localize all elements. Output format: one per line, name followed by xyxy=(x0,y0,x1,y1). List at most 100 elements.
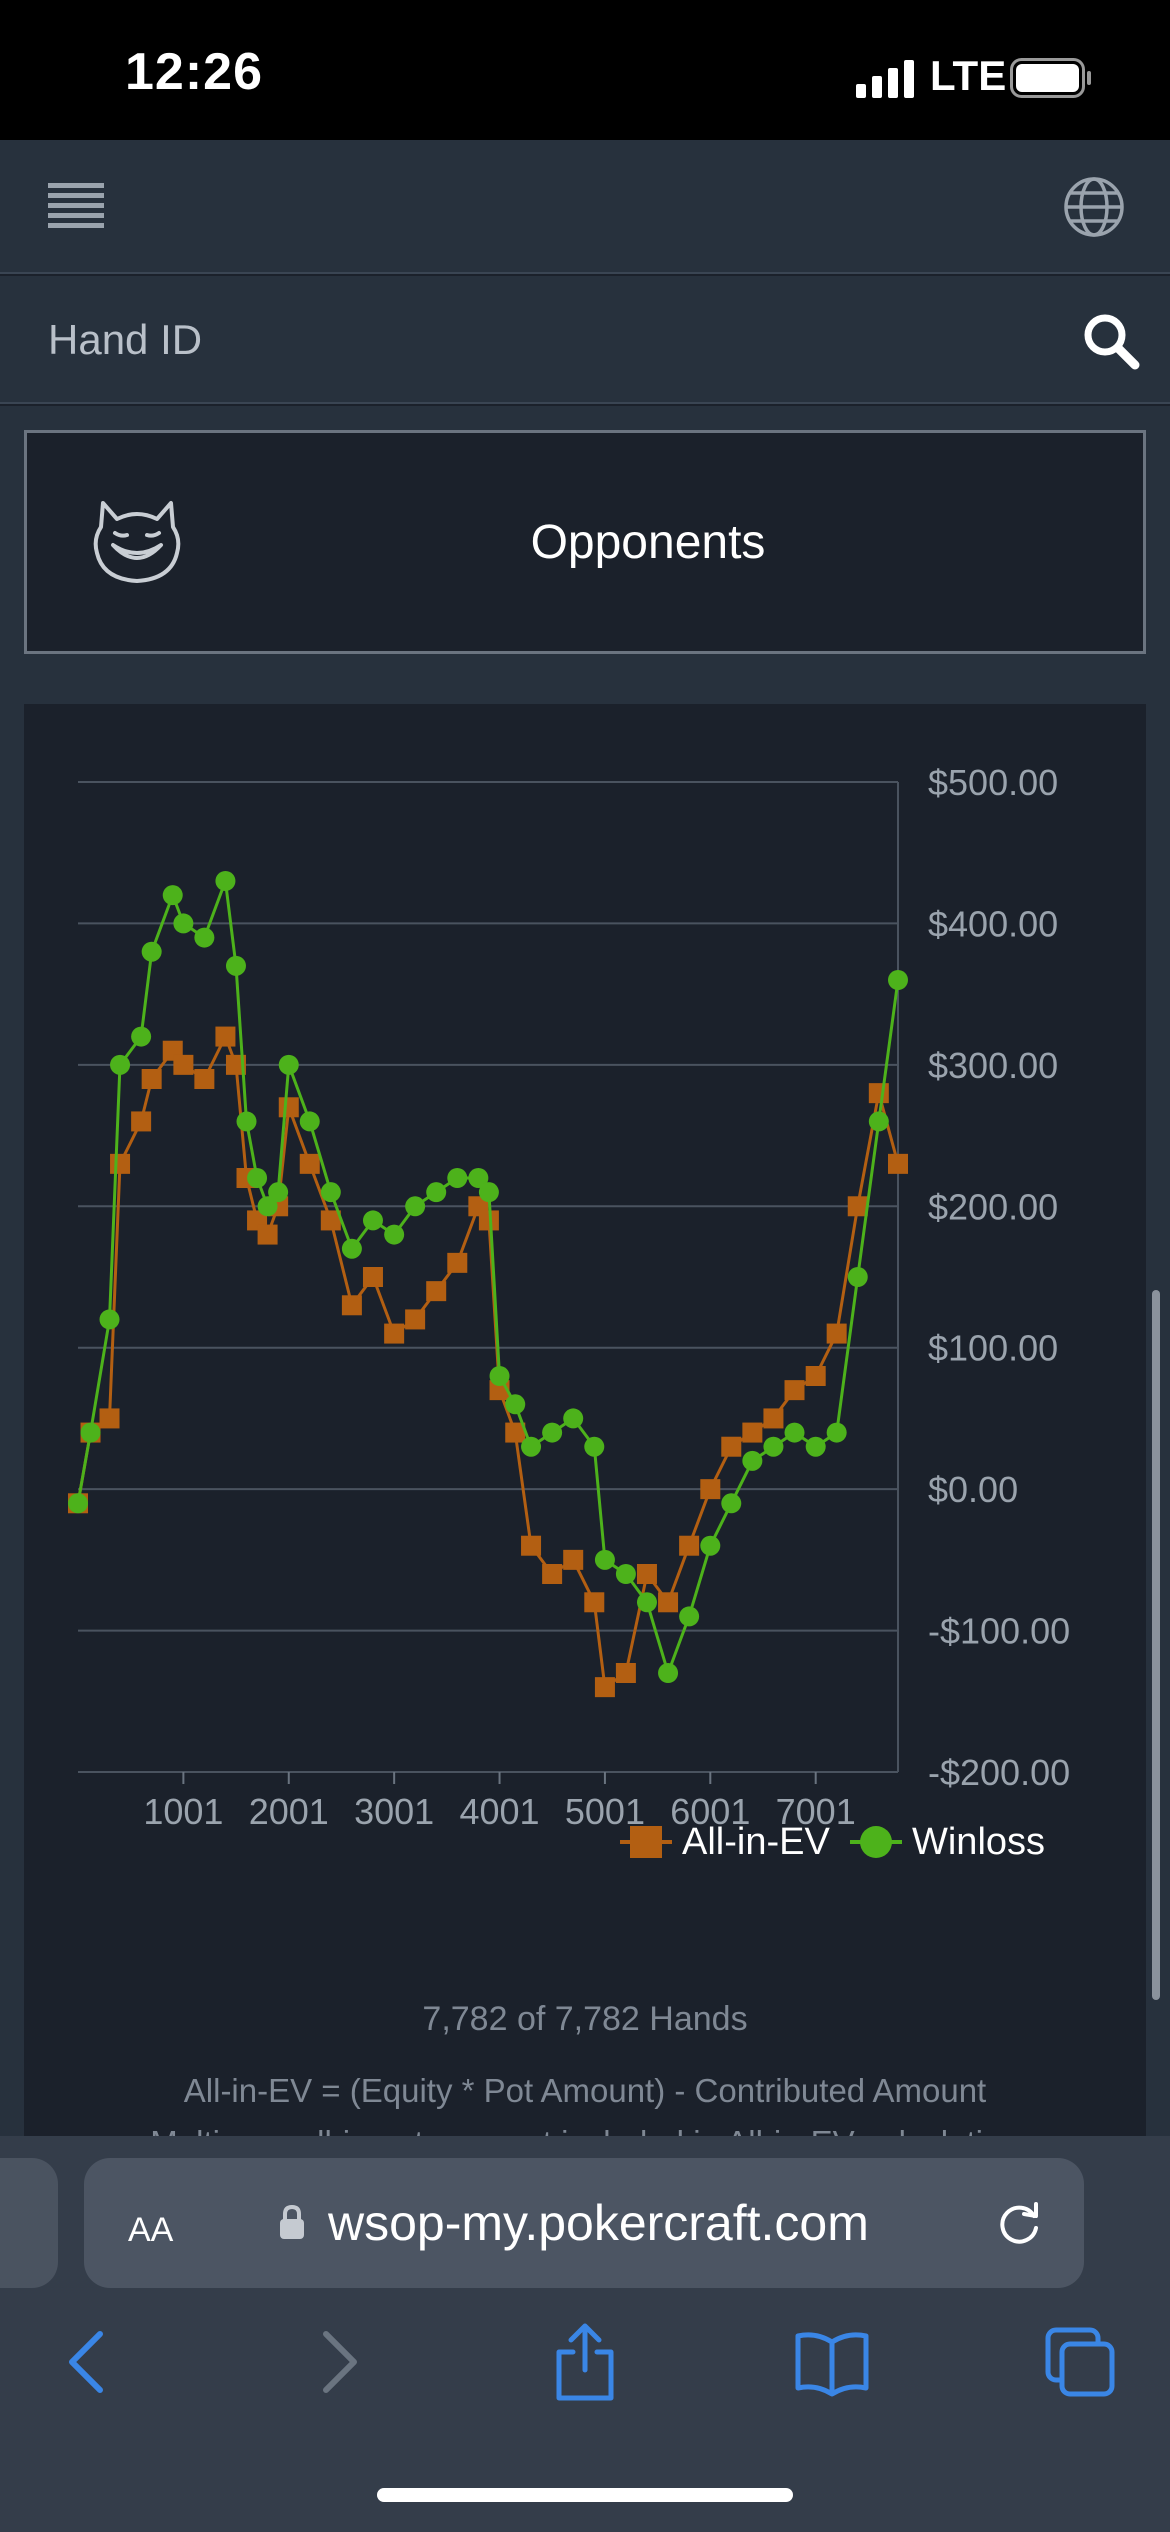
previous-tab-peek[interactable] xyxy=(0,2158,58,2288)
data-point-winloss[interactable] xyxy=(384,1224,405,1245)
data-point-winloss[interactable] xyxy=(362,1210,383,1231)
data-point-winloss[interactable] xyxy=(320,1182,341,1203)
opponents-button[interactable]: Opponents xyxy=(24,430,1146,654)
data-point-all-in-ev[interactable] xyxy=(173,1054,194,1075)
data-point-winloss[interactable] xyxy=(888,970,908,990)
data-point-winloss[interactable] xyxy=(162,885,183,906)
data-point-winloss[interactable] xyxy=(542,1422,563,1443)
data-point-all-in-ev[interactable] xyxy=(805,1366,826,1386)
text-size-button[interactable]: AA xyxy=(128,2198,173,2252)
data-point-all-in-ev[interactable] xyxy=(888,1153,908,1174)
data-point-all-in-ev[interactable] xyxy=(278,1097,299,1118)
data-point-all-in-ev[interactable] xyxy=(405,1309,426,1330)
data-point-all-in-ev[interactable] xyxy=(826,1323,847,1344)
data-point-winloss[interactable] xyxy=(763,1436,784,1457)
hamburger-menu-icon[interactable] xyxy=(48,183,104,229)
data-point-all-in-ev[interactable] xyxy=(257,1224,278,1245)
data-point-winloss[interactable] xyxy=(447,1168,468,1188)
data-point-winloss[interactable] xyxy=(131,1026,152,1047)
data-point-winloss[interactable] xyxy=(700,1535,721,1556)
data-point-winloss[interactable] xyxy=(268,1182,289,1203)
legend-label-all-in-ev[interactable]: All-in-EV xyxy=(682,1821,830,1863)
data-point-all-in-ev[interactable] xyxy=(868,1083,889,1104)
data-point-all-in-ev[interactable] xyxy=(99,1408,120,1429)
data-point-all-in-ev[interactable] xyxy=(215,1026,236,1047)
data-point-all-in-ev[interactable] xyxy=(700,1479,721,1500)
data-point-winloss[interactable] xyxy=(594,1549,615,1570)
data-point-all-in-ev[interactable] xyxy=(447,1252,468,1273)
data-point-all-in-ev[interactable] xyxy=(341,1295,362,1316)
data-point-winloss[interactable] xyxy=(784,1422,805,1443)
data-point-winloss[interactable] xyxy=(742,1450,763,1471)
data-point-winloss[interactable] xyxy=(405,1196,426,1217)
data-point-winloss[interactable] xyxy=(805,1436,826,1457)
data-point-winloss[interactable] xyxy=(521,1436,542,1457)
data-point-winloss[interactable] xyxy=(468,1168,489,1188)
data-point-winloss[interactable] xyxy=(868,1111,889,1132)
address-bar[interactable]: AA wsop-my.pokercraft.com xyxy=(84,2158,1084,2288)
data-point-winloss[interactable] xyxy=(215,871,236,891)
data-point-winloss[interactable] xyxy=(299,1111,320,1132)
data-point-winloss[interactable] xyxy=(489,1366,510,1386)
home-indicator[interactable] xyxy=(377,2488,793,2502)
data-point-all-in-ev[interactable] xyxy=(658,1592,679,1613)
hand-id-input[interactable] xyxy=(48,312,948,368)
data-point-winloss[interactable] xyxy=(478,1182,499,1203)
data-point-winloss[interactable] xyxy=(584,1436,605,1457)
data-point-all-in-ev[interactable] xyxy=(110,1153,131,1174)
data-point-all-in-ev[interactable] xyxy=(563,1549,584,1570)
data-point-all-in-ev[interactable] xyxy=(763,1408,784,1429)
data-point-winloss[interactable] xyxy=(615,1564,636,1584)
data-point-winloss[interactable] xyxy=(68,1493,88,1514)
data-point-all-in-ev[interactable] xyxy=(141,1069,162,1089)
data-point-winloss[interactable] xyxy=(173,913,194,934)
legend-label-winloss[interactable]: Winloss xyxy=(912,1821,1045,1863)
data-point-all-in-ev[interactable] xyxy=(542,1564,563,1584)
data-point-all-in-ev[interactable] xyxy=(742,1422,763,1443)
data-point-all-in-ev[interactable] xyxy=(636,1564,657,1584)
data-point-winloss[interactable] xyxy=(194,927,215,948)
data-point-all-in-ev[interactable] xyxy=(847,1196,868,1217)
data-point-all-in-ev[interactable] xyxy=(478,1210,499,1231)
globe-icon[interactable] xyxy=(1063,176,1125,238)
data-point-all-in-ev[interactable] xyxy=(384,1323,405,1344)
data-point-all-in-ev[interactable] xyxy=(320,1210,341,1231)
tabs-icon[interactable] xyxy=(1040,2322,1120,2402)
data-point-all-in-ev[interactable] xyxy=(521,1535,542,1556)
share-icon[interactable] xyxy=(545,2322,625,2402)
forward-icon[interactable] xyxy=(298,2322,378,2402)
data-point-all-in-ev[interactable] xyxy=(362,1267,383,1287)
data-point-winloss[interactable] xyxy=(341,1238,362,1259)
data-point-all-in-ev[interactable] xyxy=(505,1422,526,1443)
data-point-all-in-ev[interactable] xyxy=(194,1069,215,1089)
data-point-winloss[interactable] xyxy=(99,1309,120,1330)
data-point-all-in-ev[interactable] xyxy=(131,1111,152,1132)
data-point-winloss[interactable] xyxy=(257,1196,278,1217)
data-point-winloss[interactable] xyxy=(658,1663,679,1683)
data-point-winloss[interactable] xyxy=(636,1592,657,1613)
data-point-winloss[interactable] xyxy=(110,1054,131,1075)
data-point-winloss[interactable] xyxy=(247,1168,268,1188)
data-point-all-in-ev[interactable] xyxy=(584,1592,605,1613)
back-icon[interactable] xyxy=(48,2322,128,2402)
data-point-winloss[interactable] xyxy=(278,1054,299,1075)
data-point-winloss[interactable] xyxy=(141,941,162,962)
data-point-winloss[interactable] xyxy=(426,1182,447,1203)
data-point-all-in-ev[interactable] xyxy=(615,1663,636,1683)
data-point-winloss[interactable] xyxy=(505,1394,526,1415)
data-point-winloss[interactable] xyxy=(847,1267,868,1287)
data-point-winloss[interactable] xyxy=(721,1493,742,1514)
data-point-winloss[interactable] xyxy=(236,1111,257,1132)
scrollbar-thumb[interactable] xyxy=(1152,1290,1160,2000)
data-point-winloss[interactable] xyxy=(679,1606,700,1627)
reload-icon[interactable] xyxy=(994,2196,1046,2248)
data-point-all-in-ev[interactable] xyxy=(426,1281,447,1302)
data-point-winloss[interactable] xyxy=(225,955,246,976)
data-point-all-in-ev[interactable] xyxy=(299,1153,320,1174)
data-point-all-in-ev[interactable] xyxy=(784,1380,805,1401)
data-point-all-in-ev[interactable] xyxy=(679,1535,700,1556)
data-point-winloss[interactable] xyxy=(563,1408,584,1429)
data-point-winloss[interactable] xyxy=(80,1422,101,1443)
data-point-winloss[interactable] xyxy=(826,1422,847,1443)
search-icon[interactable] xyxy=(1082,312,1140,370)
